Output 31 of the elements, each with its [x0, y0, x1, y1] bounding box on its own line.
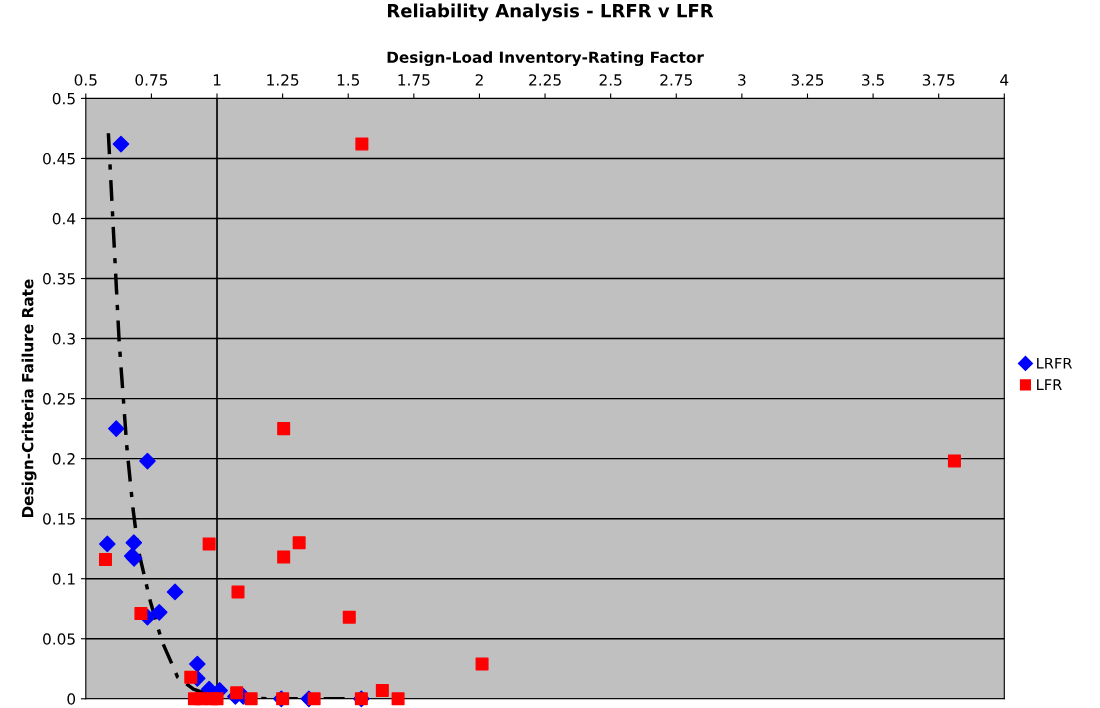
x-tick-label: 1 — [213, 74, 221, 86]
y-tick-label: 0.45 — [43, 152, 75, 165]
y-tick-label: 0 — [67, 693, 76, 705]
x-tick-label: 0.75 — [135, 74, 168, 86]
x-tick-label: 2.5 — [599, 74, 622, 86]
y-tick-label: 0.35 — [43, 272, 75, 285]
y-tick-label: 0.05 — [43, 633, 75, 645]
x-tick-label: 3.25 — [791, 74, 824, 86]
x-axis-title: Design-Load Inventory-Rating Factor — [387, 51, 704, 67]
y-tick-label: 0.25 — [43, 393, 75, 405]
x-tick-label: 3.5 — [862, 74, 884, 86]
x-tick-label: 3 — [738, 74, 746, 86]
y-tick-label: 0.2 — [52, 453, 75, 465]
legend-label: LRFR — [1037, 357, 1073, 369]
x-tick-label: 3.75 — [922, 74, 955, 86]
legend-label: LFR — [1037, 379, 1062, 390]
x-tick-label: 1.25 — [267, 74, 299, 86]
x-tick-label: 1.5 — [337, 74, 360, 86]
x-tick-label: 2 — [475, 74, 483, 86]
y-tick-label: 0.4 — [52, 212, 76, 225]
x-tick-label: 0.5 — [74, 74, 97, 86]
y-tick-label: 0.1 — [52, 573, 75, 585]
x-tick-label: 1.75 — [398, 74, 430, 86]
y-tick-label: 0.15 — [43, 513, 75, 525]
y-axis-title: Design-Criteria Failure Rate — [21, 279, 37, 518]
y-tick-label: 0.5 — [52, 92, 75, 105]
x-tick-label: 4 — [1000, 74, 1009, 86]
y-tick-label: 0.3 — [52, 333, 75, 345]
x-tick-label: 2.25 — [529, 74, 561, 86]
chart-title: Reliability Analysis - LRFR v LFR — [387, 3, 714, 22]
x-tick-label: 2.75 — [660, 74, 692, 86]
